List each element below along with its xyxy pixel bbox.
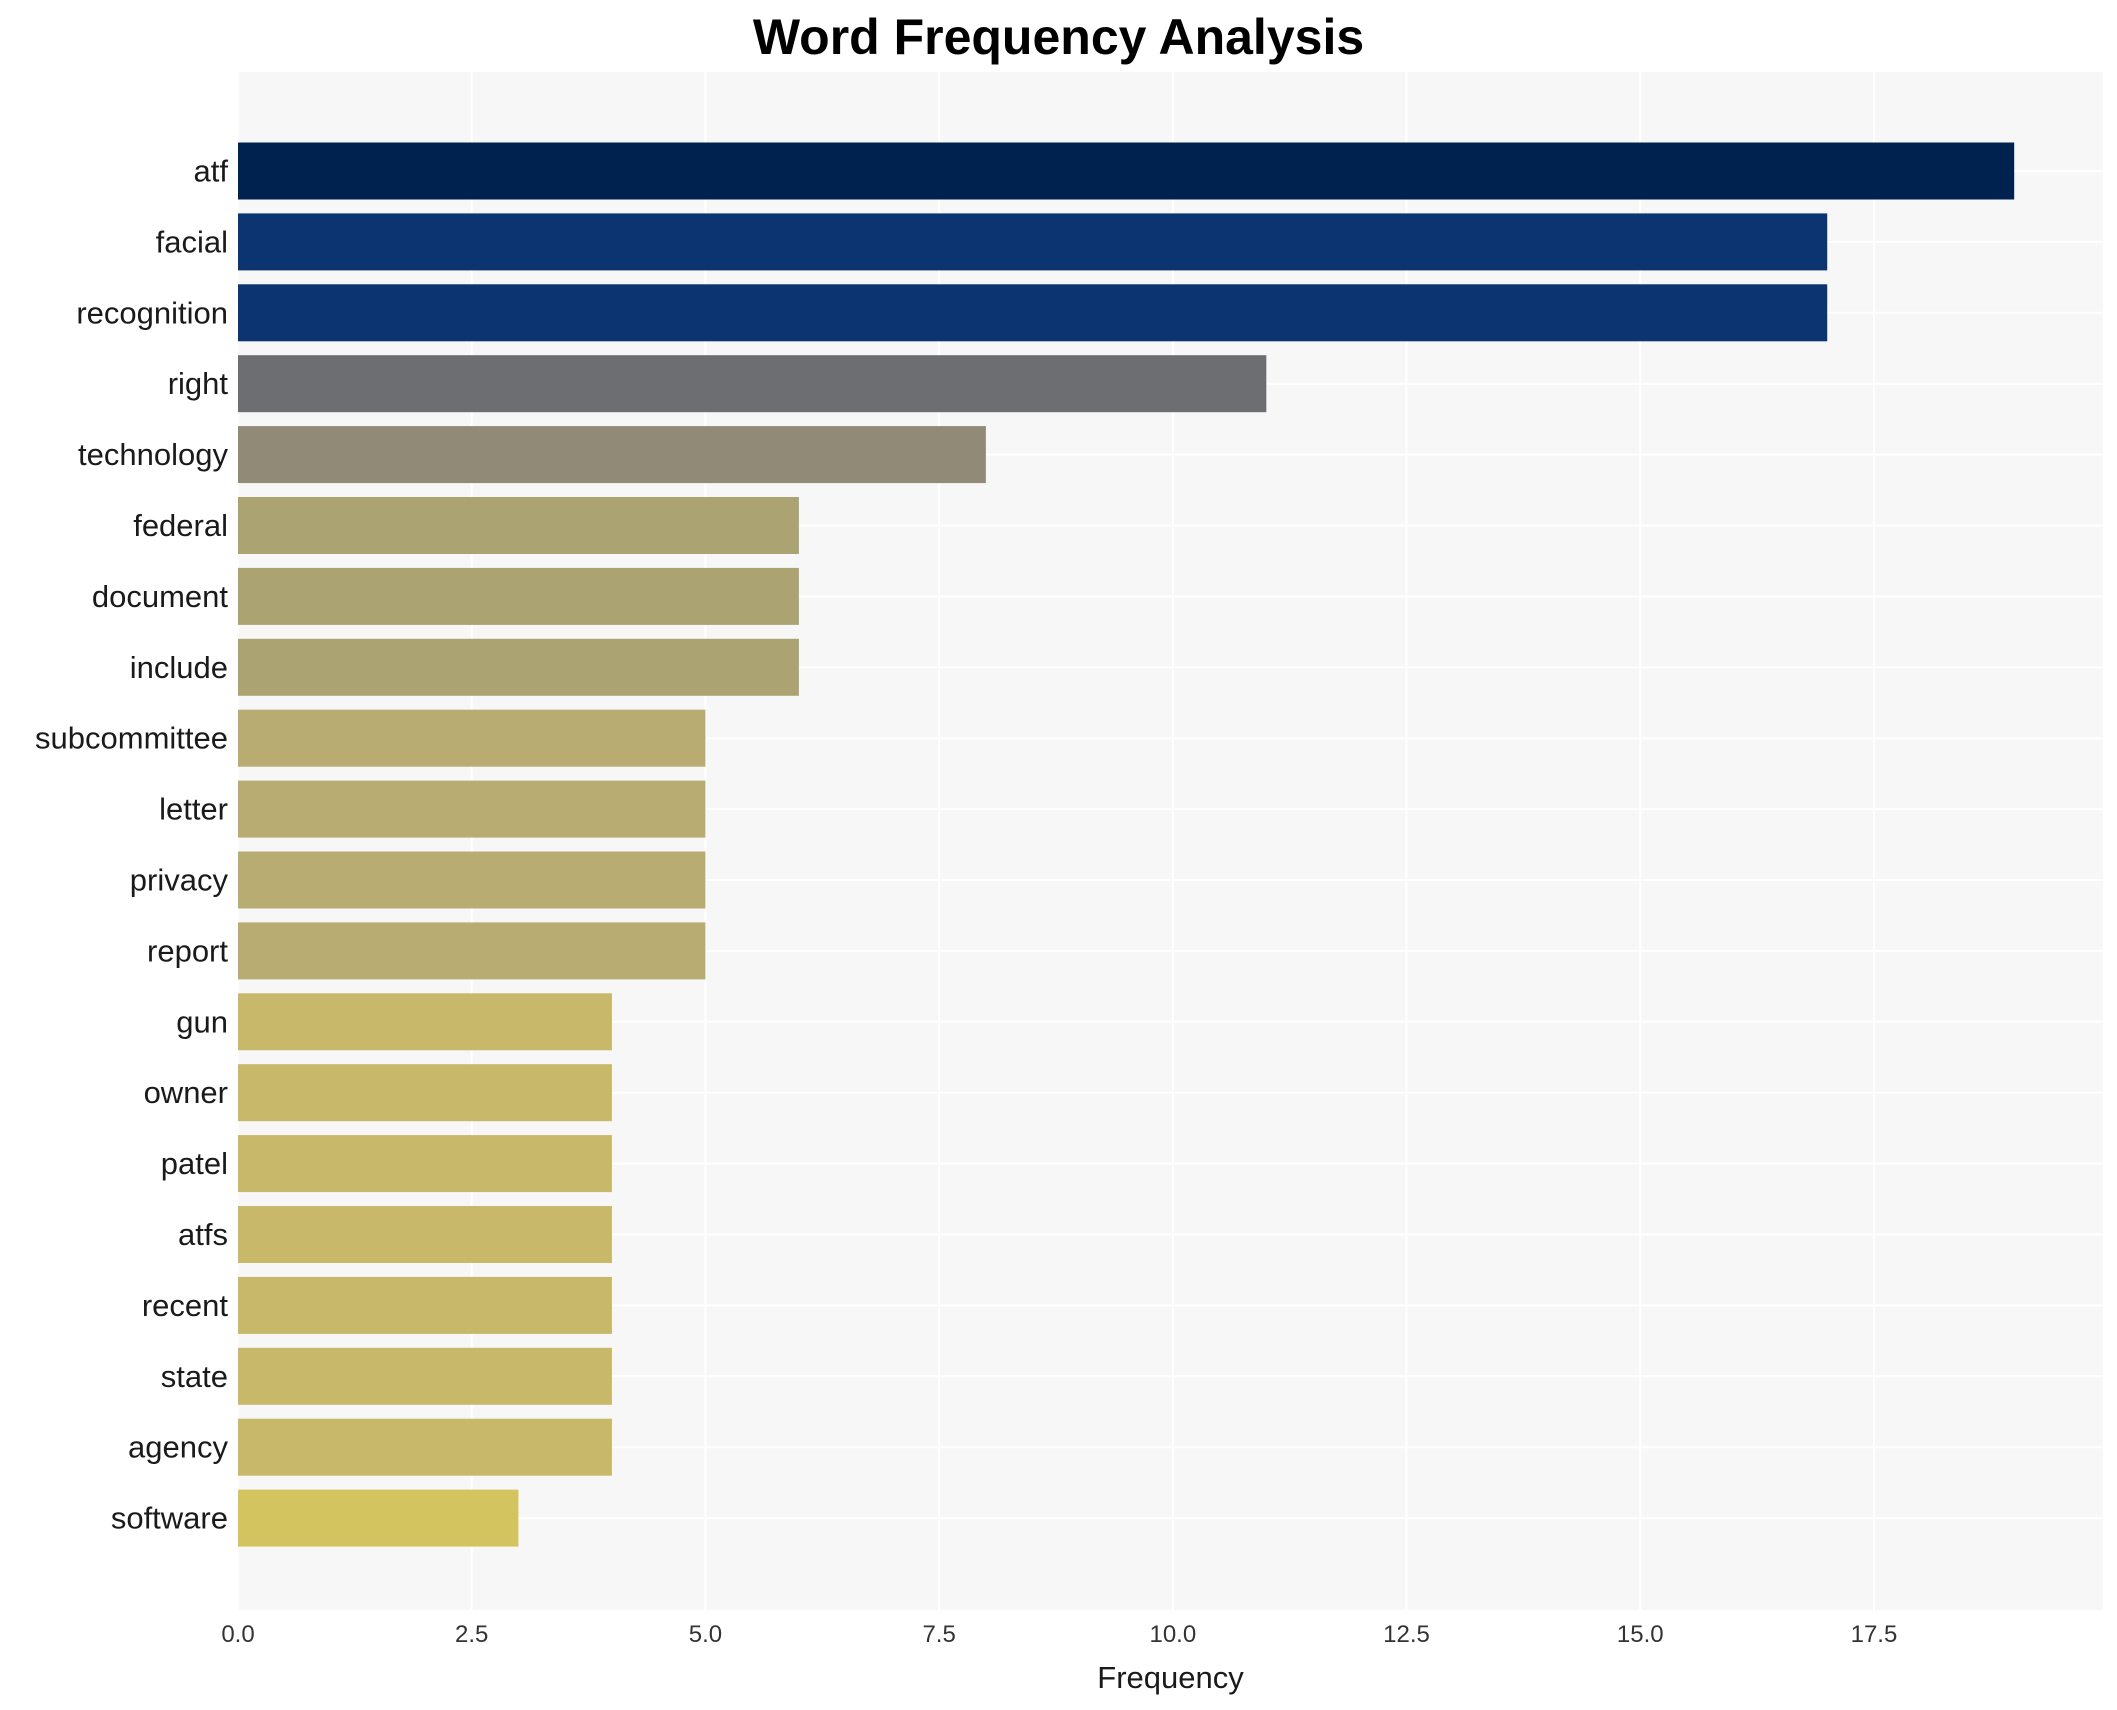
bar-right	[238, 355, 1267, 413]
category-label-facial: facial	[156, 224, 228, 259]
bar-technology	[238, 426, 986, 484]
category-labels: atf facial recognition right technology feder…	[35, 154, 228, 1536]
category-label-report: report	[147, 933, 228, 968]
bar-privacy	[238, 851, 706, 909]
bar-software	[238, 1489, 519, 1547]
bar-patel	[238, 1135, 612, 1193]
bar-report	[238, 922, 706, 980]
category-label-owner: owner	[144, 1075, 228, 1110]
bar-atfs	[238, 1206, 612, 1263]
chart-title: Word Frequency Analysis	[752, 9, 1365, 65]
category-label-software: software	[111, 1501, 228, 1536]
bar-recent	[238, 1276, 612, 1334]
x-tick-labels: 0.0 2.5 5.0 7.5 10.0 12.5 15.0 17.5	[221, 1621, 1897, 1648]
category-label-agency: agency	[128, 1430, 228, 1465]
category-label-technology: technology	[78, 437, 228, 472]
category-label-recognition: recognition	[76, 295, 228, 330]
bar-include	[238, 638, 799, 696]
bar-facial	[238, 213, 1828, 271]
bars	[238, 142, 2015, 1547]
x-tick-label: 10.0	[1149, 1621, 1196, 1648]
x-axis-title: Frequency	[1097, 1660, 1244, 1695]
category-label-letter: letter	[159, 792, 228, 827]
category-label-atf: atf	[194, 154, 229, 189]
bar-federal	[238, 497, 799, 554]
bar-gun	[238, 993, 612, 1051]
category-label-document: document	[92, 579, 229, 614]
category-label-atfs: atfs	[178, 1217, 228, 1252]
category-label-right: right	[168, 366, 229, 401]
category-label-privacy: privacy	[130, 863, 229, 898]
bar-subcommittee	[238, 709, 706, 767]
x-tick-label: 15.0	[1617, 1621, 1664, 1648]
bar-letter	[238, 780, 706, 838]
bar-atf	[238, 142, 2015, 200]
category-label-recent: recent	[142, 1288, 229, 1323]
bar-recognition	[238, 284, 1828, 342]
bar-agency	[238, 1418, 612, 1476]
bar-document	[238, 567, 799, 625]
category-label-subcommittee: subcommittee	[35, 721, 228, 756]
x-tick-label: 0.0	[221, 1621, 254, 1648]
x-tick-label: 5.0	[689, 1621, 722, 1648]
category-label-patel: patel	[161, 1146, 228, 1181]
category-label-federal: federal	[133, 508, 228, 543]
category-label-gun: gun	[176, 1004, 228, 1039]
category-label-include: include	[130, 650, 228, 685]
category-label-state: state	[161, 1359, 228, 1394]
x-tick-label: 7.5	[922, 1621, 955, 1648]
x-tick-label: 12.5	[1383, 1621, 1430, 1648]
x-tick-label: 17.5	[1851, 1621, 1898, 1648]
bar-owner	[238, 1064, 612, 1122]
x-tick-label: 2.5	[455, 1621, 488, 1648]
bar-state	[238, 1347, 612, 1405]
